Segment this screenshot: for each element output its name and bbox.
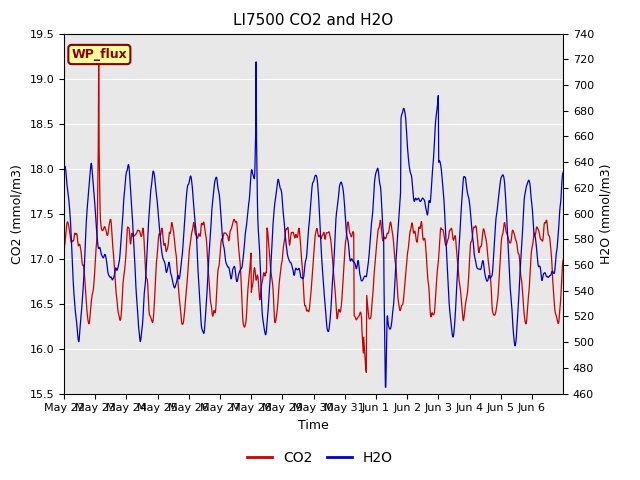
Legend: CO2, H2O: CO2, H2O (242, 445, 398, 471)
Text: WP_flux: WP_flux (72, 48, 127, 61)
Y-axis label: CO2 (mmol/m3): CO2 (mmol/m3) (11, 164, 24, 264)
Y-axis label: H2O (mmol/m3): H2O (mmol/m3) (600, 163, 612, 264)
X-axis label: Time: Time (298, 419, 329, 432)
Title: LI7500 CO2 and H2O: LI7500 CO2 and H2O (234, 13, 394, 28)
